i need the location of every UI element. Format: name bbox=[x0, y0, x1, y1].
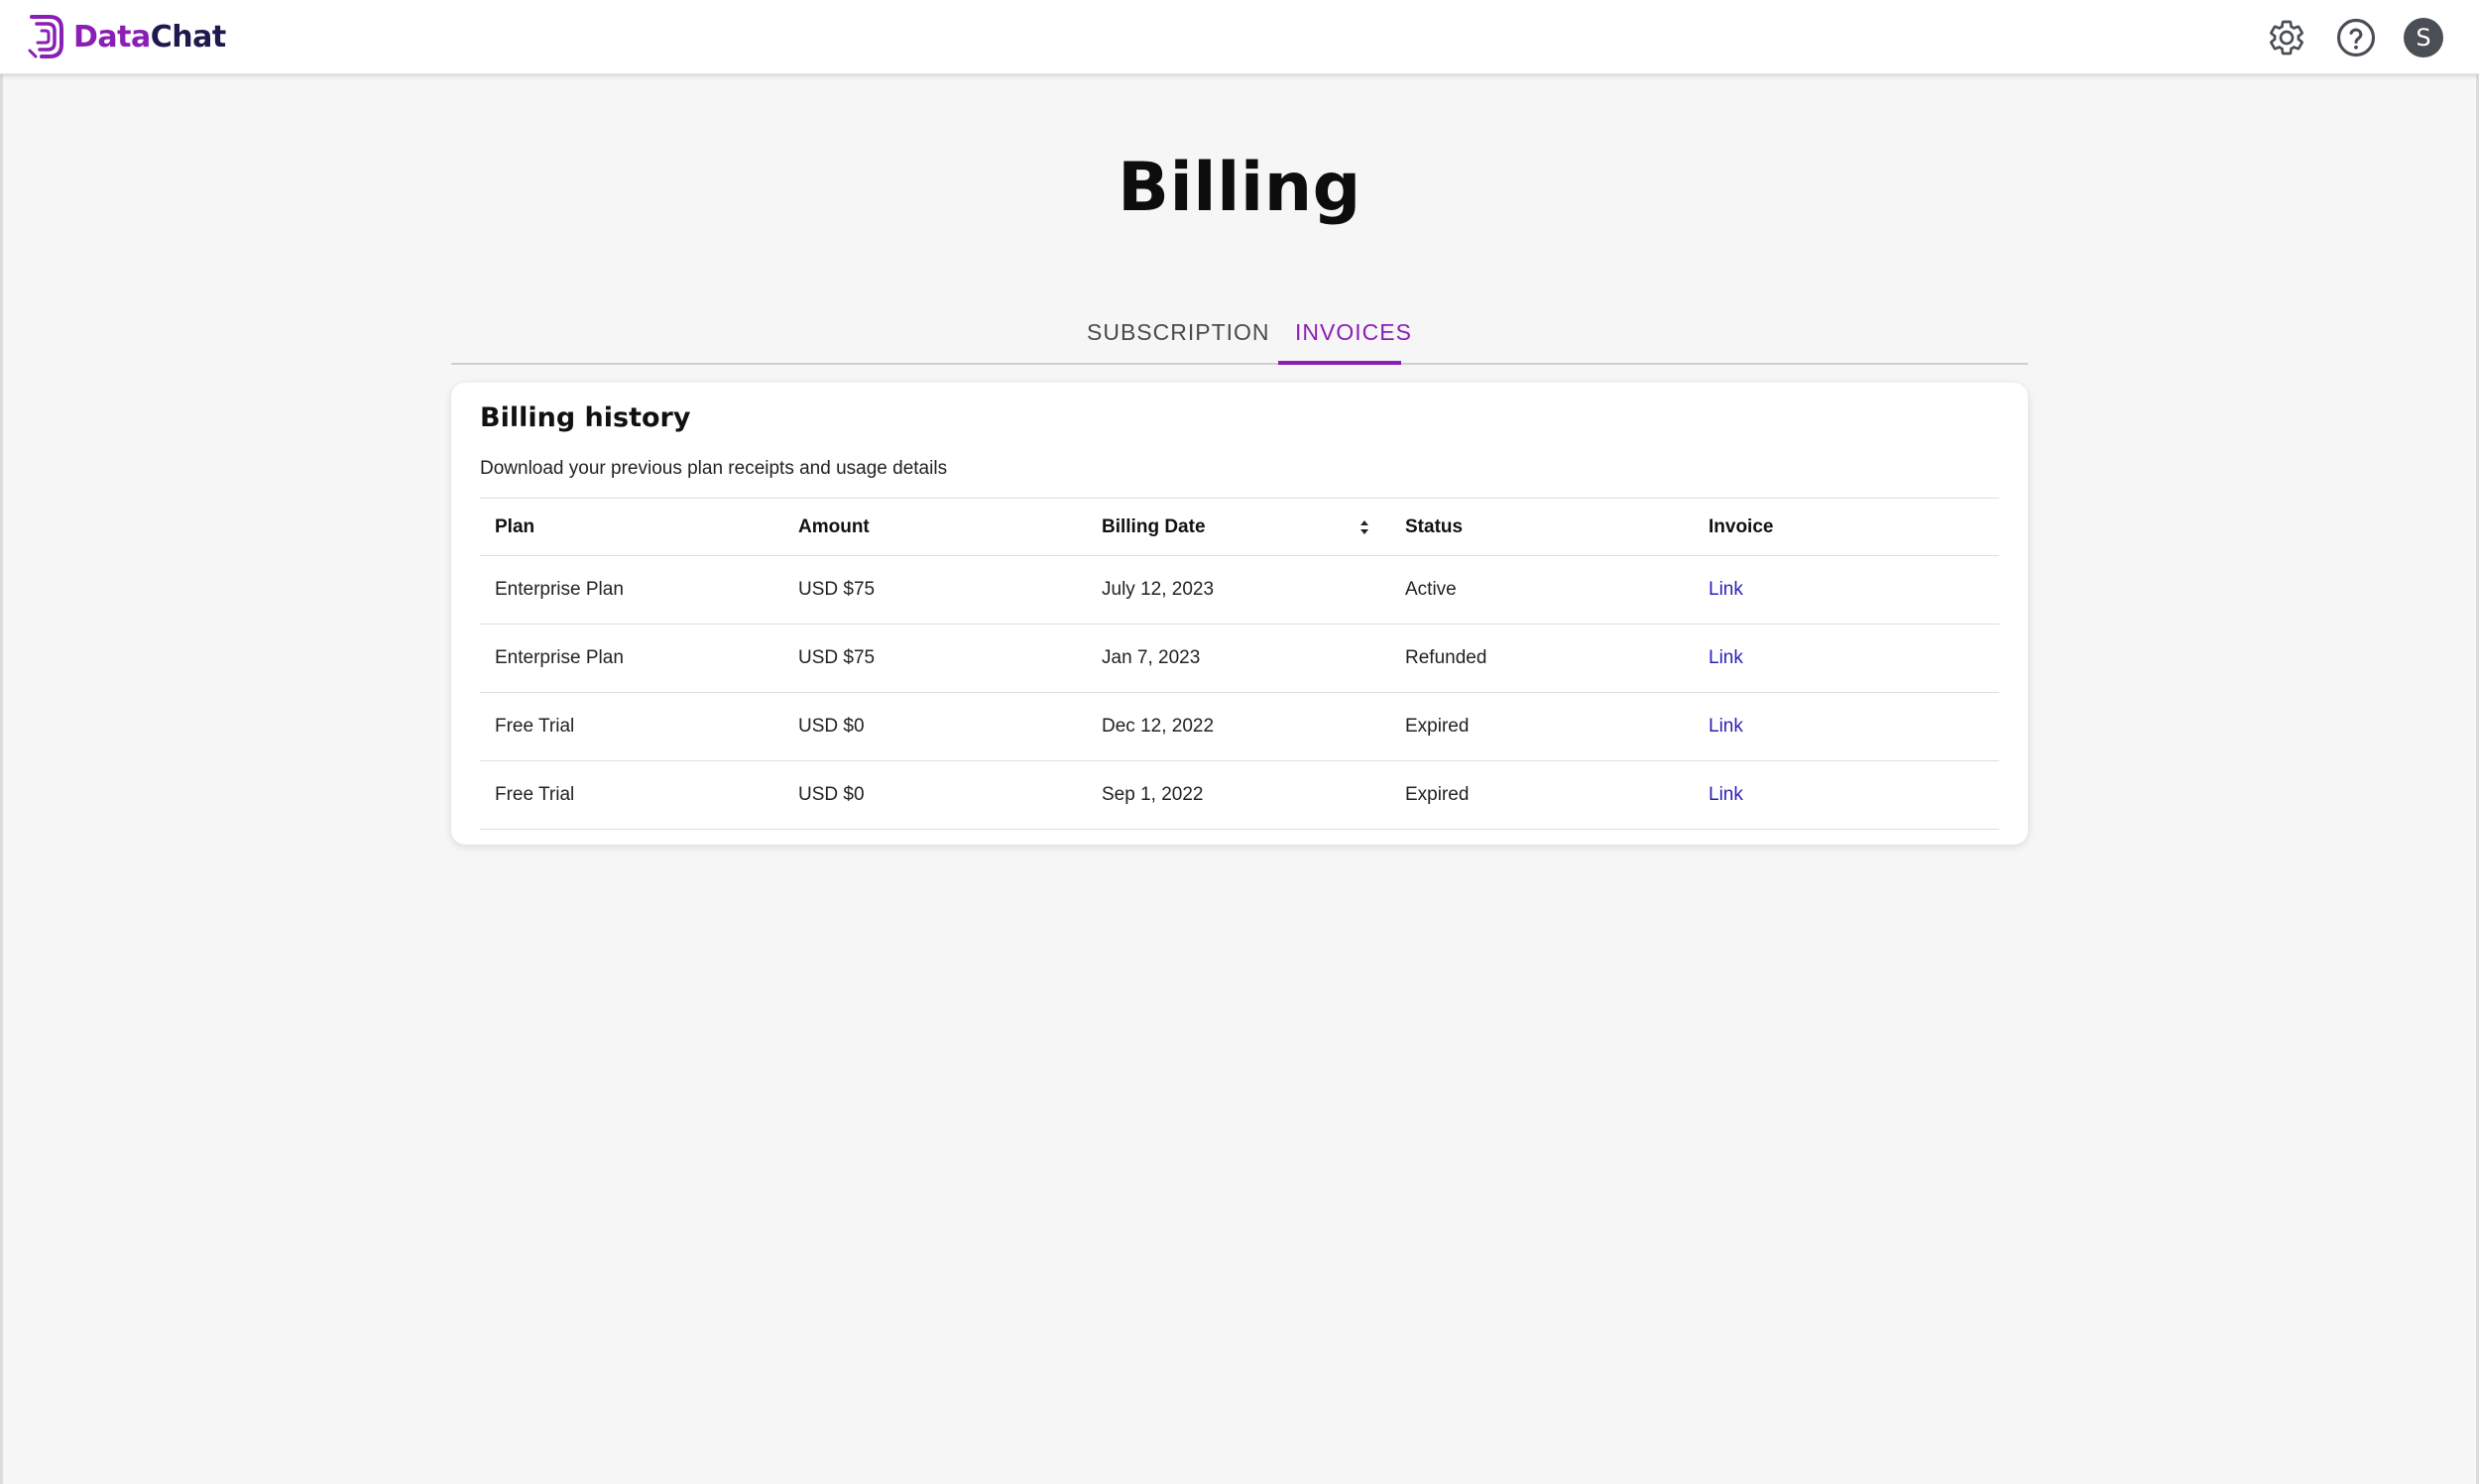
cell-plan: Free Trial bbox=[480, 692, 783, 761]
table-row: Free Trial USD $0 Dec 12, 2022 Expired L… bbox=[480, 692, 1999, 761]
table-row: Enterprise Plan USD $75 July 12, 2023 Ac… bbox=[480, 555, 1999, 625]
logo-text-data: Data bbox=[73, 19, 151, 55]
invoice-link[interactable]: Link bbox=[1709, 579, 1743, 600]
top-bar: DataChat S bbox=[0, 0, 2479, 74]
cell-plan: Enterprise Plan bbox=[480, 555, 783, 625]
cell-plan: Free Trial bbox=[480, 760, 783, 830]
cell-amount: USD $0 bbox=[783, 760, 1087, 830]
settings-button[interactable] bbox=[2265, 16, 2308, 59]
datachat-logo-icon bbox=[28, 15, 63, 58]
cell-invoice: Link bbox=[1694, 624, 1999, 693]
avatar-initial: S bbox=[2416, 24, 2431, 52]
cell-amount: USD $75 bbox=[783, 624, 1087, 693]
cell-status: Active bbox=[1390, 555, 1694, 625]
user-avatar[interactable]: S bbox=[2404, 18, 2443, 57]
billing-history-table: Plan Amount Billing Date Status Invoice … bbox=[480, 498, 1999, 830]
table-row: Enterprise Plan USD $75 Jan 7, 2023 Refu… bbox=[480, 624, 1999, 693]
cell-invoice: Link bbox=[1694, 760, 1999, 830]
table-row: Free Trial USD $0 Sep 1, 2022 Expired Li… bbox=[480, 760, 1999, 830]
cell-amount: USD $75 bbox=[783, 555, 1087, 625]
cell-invoice: Link bbox=[1694, 555, 1999, 625]
column-header-amount: Amount bbox=[783, 498, 1087, 556]
column-header-invoice: Invoice bbox=[1694, 498, 1999, 556]
billing-history-title: Billing history bbox=[480, 402, 691, 433]
column-header-status: Status bbox=[1390, 498, 1694, 556]
billing-history-subtitle: Download your previous plan receipts and… bbox=[480, 458, 948, 479]
cell-status: Expired bbox=[1390, 692, 1694, 761]
cell-status: Expired bbox=[1390, 760, 1694, 830]
help-circle-icon bbox=[2336, 18, 2376, 57]
column-header-billing-date-label: Billing Date bbox=[1102, 515, 1206, 537]
column-header-plan: Plan bbox=[480, 498, 783, 556]
logo-text: DataChat bbox=[73, 20, 226, 55]
cell-amount: USD $0 bbox=[783, 692, 1087, 761]
column-header-billing-date[interactable]: Billing Date bbox=[1087, 498, 1390, 556]
help-button[interactable] bbox=[2334, 16, 2378, 59]
datachat-logo[interactable]: DataChat bbox=[28, 12, 226, 61]
table-header-row: Plan Amount Billing Date Status Invoice bbox=[480, 498, 1999, 556]
page-title: Billing bbox=[1118, 149, 1361, 227]
sort-icon[interactable] bbox=[1358, 518, 1370, 536]
invoice-link[interactable]: Link bbox=[1709, 716, 1743, 737]
tab-subscription[interactable]: SUBSCRIPTION bbox=[1087, 319, 1270, 345]
gear-icon bbox=[2270, 20, 2303, 56]
billing-tabs: SUBSCRIPTION INVOICES bbox=[451, 307, 2028, 365]
cell-billing-date: Dec 12, 2022 bbox=[1087, 692, 1390, 761]
cell-billing-date: Sep 1, 2022 bbox=[1087, 760, 1390, 830]
cell-invoice: Link bbox=[1694, 692, 1999, 761]
cell-status: Refunded bbox=[1390, 624, 1694, 693]
invoice-link[interactable]: Link bbox=[1709, 647, 1743, 668]
cell-plan: Enterprise Plan bbox=[480, 624, 783, 693]
logo-text-chat: Chat bbox=[150, 19, 226, 55]
active-tab-indicator bbox=[1278, 361, 1401, 365]
cell-billing-date: Jan 7, 2023 bbox=[1087, 624, 1390, 693]
header-actions: S bbox=[2265, 15, 2443, 60]
invoice-link[interactable]: Link bbox=[1709, 784, 1743, 805]
tab-invoices[interactable]: INVOICES bbox=[1295, 319, 1412, 345]
cell-billing-date: July 12, 2023 bbox=[1087, 555, 1390, 625]
billing-history-card: Billing history Download your previous p… bbox=[451, 383, 2028, 845]
